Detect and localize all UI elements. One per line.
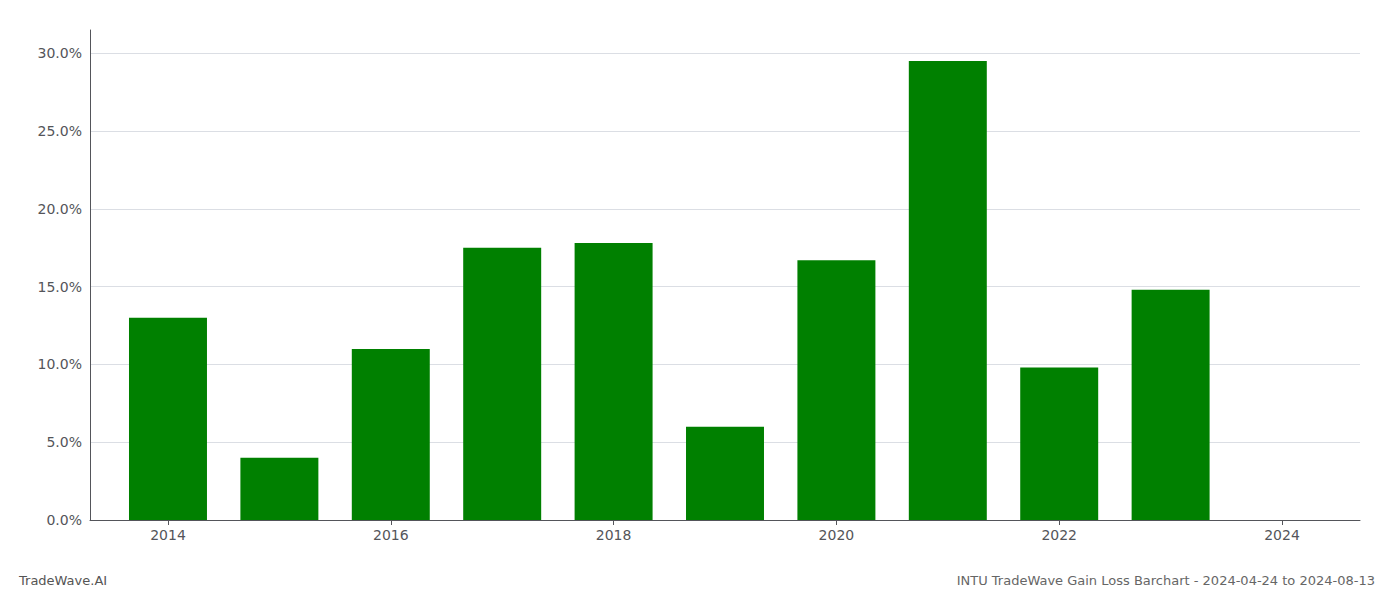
svg-text:2022: 2022 (1041, 527, 1077, 543)
svg-text:2024: 2024 (1264, 527, 1300, 543)
svg-text:10.0%: 10.0% (38, 356, 82, 372)
svg-text:25.0%: 25.0% (38, 123, 82, 139)
svg-text:0.0%: 0.0% (46, 512, 82, 528)
svg-text:TradeWave.AI: TradeWave.AI (18, 573, 107, 588)
svg-text:2014: 2014 (150, 527, 186, 543)
svg-text:2020: 2020 (819, 527, 855, 543)
svg-text:2016: 2016 (373, 527, 409, 543)
svg-text:INTU TradeWave Gain Loss Barch: INTU TradeWave Gain Loss Barchart - 2024… (957, 573, 1375, 588)
svg-text:5.0%: 5.0% (46, 434, 82, 450)
svg-text:30.0%: 30.0% (38, 45, 82, 61)
svg-text:15.0%: 15.0% (38, 279, 82, 295)
svg-text:20.0%: 20.0% (38, 201, 82, 217)
svg-text:2018: 2018 (596, 527, 632, 543)
